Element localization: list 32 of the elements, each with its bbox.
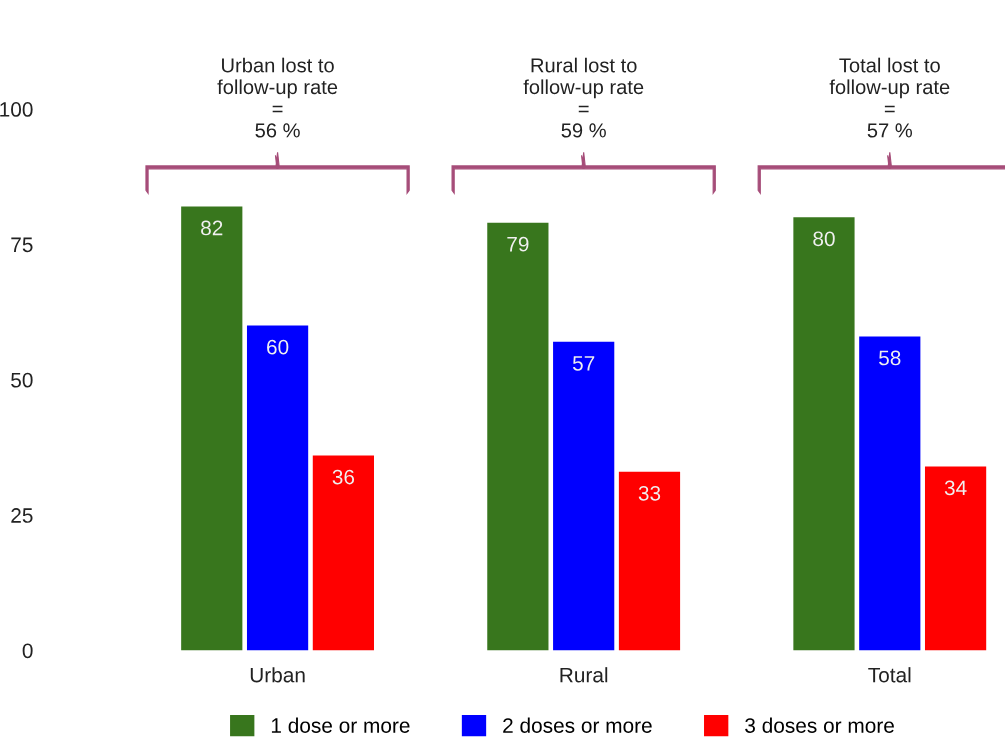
bar [487,222,549,651]
bar [859,336,921,651]
annotation: Total lost to follow-up rate = 57 % [829,57,950,138]
legend-label: 1 dose or more [271,717,410,733]
y-tick-label: 100 [0,102,33,117]
bar [246,325,309,651]
bar [312,455,374,651]
bar [181,206,243,651]
x-tick-label: Total [868,667,911,683]
data-label: 33 [638,485,661,501]
y-tick-label: 25 [11,508,33,523]
y-tick-label: 50 [11,372,33,388]
y-tick-label: 0 [22,643,33,659]
data-label: 58 [879,350,901,366]
legend-label: 3 doses or more [745,717,894,733]
x-tick-label: Urban [250,667,305,683]
annotation: Urban lost to follow-up rate = 56 % [217,57,338,138]
data-label: 60 [267,339,289,355]
legend-label: 2 doses or more [503,717,652,733]
annotation: Rural lost to follow-up rate = 59 % [523,57,644,138]
data-label: 80 [813,231,835,247]
data-label: 79 [507,236,529,252]
x-tick-label: Rural [560,667,608,683]
y-tick-label: 75 [11,237,33,253]
bar [618,471,681,651]
data-label: 57 [572,356,595,371]
data-label: 34 [944,480,967,496]
bar [793,217,855,651]
bar [553,341,615,651]
data-label: 36 [332,469,355,485]
data-label: 82 [201,220,223,236]
bar [924,466,987,651]
